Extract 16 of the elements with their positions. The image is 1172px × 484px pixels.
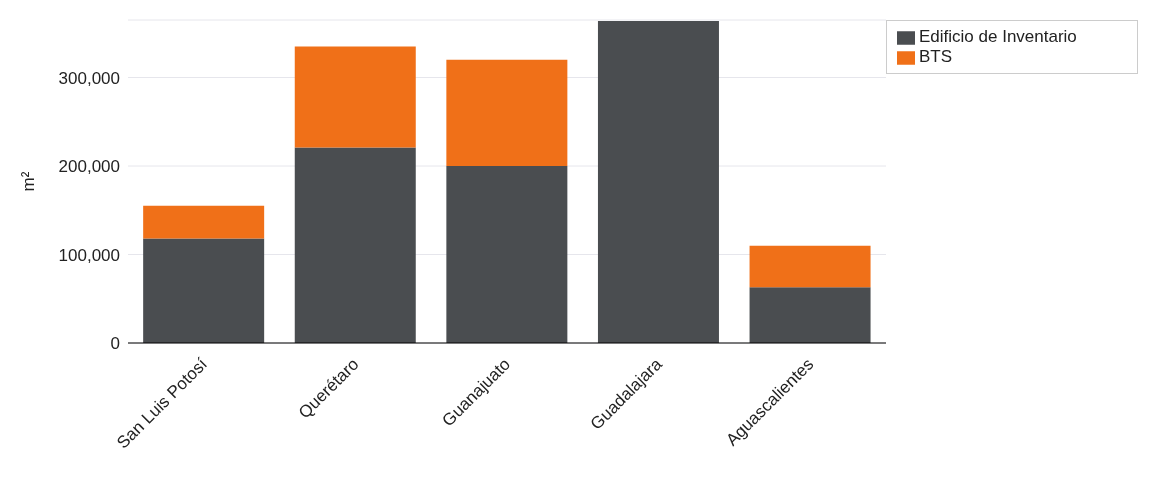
bar <box>749 287 871 343</box>
bar <box>143 205 265 239</box>
legend-label: BTS <box>919 47 953 66</box>
bar <box>749 245 871 288</box>
y-tick-label: 0 <box>110 334 120 354</box>
y-axis-title: m² <box>19 171 39 192</box>
bar <box>446 59 568 167</box>
y-tick-label: 100,000 <box>58 245 120 265</box>
legend-label: Edificio de Inventario <box>919 27 1077 46</box>
bar <box>294 147 416 343</box>
y-tick-label: 200,000 <box>58 157 120 177</box>
bar <box>597 20 719 343</box>
bar <box>446 166 568 343</box>
y-tick-label: 300,000 <box>58 68 120 88</box>
bar <box>143 238 265 343</box>
bar <box>294 46 416 148</box>
